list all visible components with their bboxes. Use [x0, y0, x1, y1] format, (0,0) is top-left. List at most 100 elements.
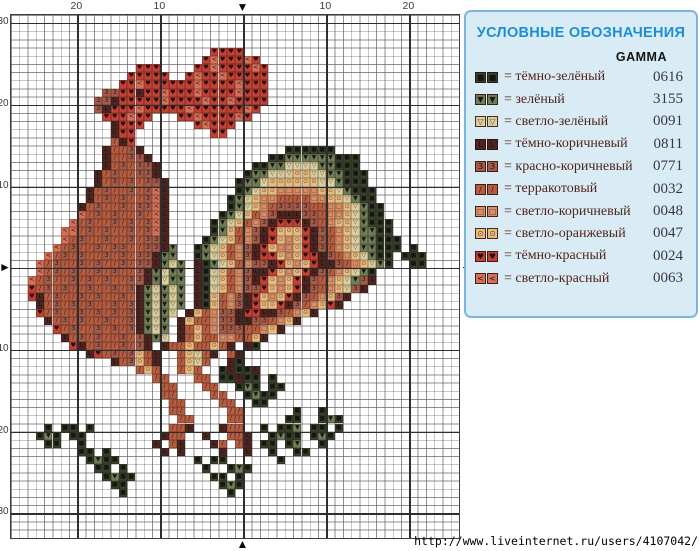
stitch-cell: ▽	[218, 260, 227, 269]
stitch-cell: 3	[143, 235, 153, 244]
stitch-cell: L	[152, 358, 161, 367]
stitch-cell: □	[235, 243, 244, 252]
stitch-cell: /	[85, 325, 94, 334]
stitch-cell: L	[77, 341, 86, 350]
stitch-cell: /	[135, 366, 144, 375]
stitch-cell: /	[77, 227, 86, 236]
stitch-cell: 3	[301, 211, 310, 220]
stitch-cell: /	[152, 374, 161, 383]
stitch-cell: /	[118, 300, 128, 310]
stitch-cell: /	[326, 243, 335, 252]
stitch-cell: L	[177, 333, 186, 342]
stitch-cell: ■	[376, 243, 385, 252]
stitch-cell: ⊙	[276, 268, 285, 277]
stitch-cell: /	[102, 178, 111, 187]
stitch-cell: /	[118, 153, 128, 163]
stitch-cell: 3	[127, 276, 136, 285]
source-url-link[interactable]: http://www.liveinternet.ru/users/4107042…	[414, 534, 698, 548]
stitch-cell: /	[85, 243, 94, 252]
stitch-cell: /	[77, 325, 86, 334]
stitch-cell: /	[309, 202, 319, 212]
stitch-cell: ♥	[118, 113, 128, 122]
grid-bold-line-vertical	[409, 15, 411, 538]
stitch-cell: ♥	[185, 80, 194, 89]
stitch-cell: 3	[77, 260, 86, 269]
stitch-cell: ⊙	[301, 309, 310, 318]
stitch-cell: □	[260, 202, 269, 212]
stitch-cell: L	[110, 129, 119, 138]
stitch-cell: ⊙	[185, 366, 194, 375]
stitch-cell: 3	[152, 243, 161, 252]
stitch-cell: ⊙	[143, 366, 153, 375]
stitch-cell: 3	[127, 325, 136, 334]
stitch-cell: L	[284, 300, 294, 310]
stitch-cell: L	[185, 309, 194, 318]
stitch-cell: ⊙	[293, 227, 302, 236]
stitch-cell: L	[359, 284, 368, 293]
stitch-cell: ▼	[168, 268, 177, 277]
stitch-cell: /	[77, 284, 86, 293]
stitch-cell: ■	[127, 472, 136, 481]
stitch-cell: /	[118, 186, 128, 195]
stitch-cell: /	[85, 260, 94, 269]
stitch-cell: 3	[284, 202, 294, 212]
stitch-cell: /	[226, 431, 236, 440]
stitch-cell: 3	[351, 284, 360, 293]
stitch-cell: ♥	[226, 64, 236, 73]
stitch-cell: ♥	[210, 72, 219, 81]
stitch-cell: /	[110, 317, 119, 326]
stitch-cell: ■	[193, 243, 202, 252]
stitch-cell: L	[102, 145, 111, 154]
stitch-cell: 3	[318, 235, 327, 244]
stitch-cell: ▼	[143, 292, 153, 301]
stitch-cell: ■	[201, 235, 211, 244]
stitch-cell: L	[293, 317, 302, 326]
stitch-cell: 3	[110, 211, 119, 220]
stitch-cell: ■	[85, 448, 94, 457]
stitch-cell: L	[160, 211, 169, 220]
stitch-cell: ■	[118, 488, 128, 498]
stitch-cell: ⊙	[343, 235, 352, 244]
stitch-cell: ■	[118, 472, 128, 481]
stitch-cell: ■	[268, 153, 277, 163]
stitch-cell: L	[218, 423, 227, 432]
stitch-cell: ▼	[177, 276, 186, 285]
stitch-cell: /	[343, 260, 352, 269]
stitch-cell: L	[60, 333, 70, 342]
stitch-cell: ▼	[284, 153, 294, 163]
stitch-cell: ♥	[102, 113, 111, 122]
stitch-cell: ▽	[343, 194, 352, 203]
stitch-cell: /	[284, 309, 294, 318]
stitch-cell: L	[293, 211, 302, 220]
stitch-cell: /	[110, 227, 119, 236]
stitch-cell: L	[160, 186, 169, 195]
stitch-cell: ♥	[201, 113, 211, 122]
stitch-cell: 3	[276, 202, 285, 212]
stitch-cell: 3	[243, 276, 252, 285]
stitch-cell: L	[193, 268, 202, 277]
stitch-cell: 3	[243, 268, 252, 277]
stitch-cell: ▼	[293, 423, 302, 432]
stitch-cell: L	[260, 309, 269, 318]
stitch-cell: 3	[77, 309, 86, 318]
stitch-cell: ▽	[318, 170, 327, 179]
stitch-cell: ▼	[343, 186, 352, 195]
stitch-cell: ■	[102, 448, 111, 457]
stitch-cell: ♥	[185, 88, 194, 97]
stitch-cell: L	[110, 121, 119, 130]
stitch-cell: ▼	[243, 178, 252, 187]
stitch-cell: ▽	[301, 162, 310, 171]
stitch-cell: 3	[52, 309, 61, 318]
stitch-cell: ▽	[160, 333, 169, 342]
stitch-cell: L	[226, 358, 236, 367]
legend-item-label: = светло-коричневый	[504, 203, 631, 219]
stitch-cell: ♥	[276, 260, 285, 269]
stitch-cell: /	[168, 431, 177, 440]
stitch-cell: /	[60, 243, 70, 252]
stitch-cell: ⊙	[185, 358, 194, 367]
stitch-cell: ♥	[284, 219, 294, 228]
stitch-cell: 3	[143, 202, 153, 212]
stitch-cell: 3	[243, 243, 252, 252]
stitch-cell: ♥	[135, 64, 144, 73]
stitch-cell: /	[69, 260, 78, 269]
